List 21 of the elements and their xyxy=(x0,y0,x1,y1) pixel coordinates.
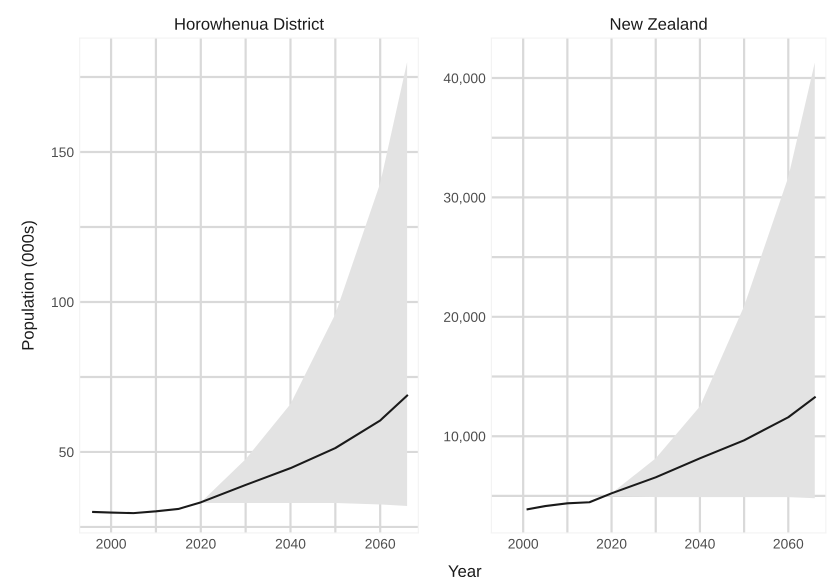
x-tick-label: 2000 xyxy=(508,538,538,549)
y-tick-label: 50 xyxy=(59,447,74,458)
x-tick-label: 2040 xyxy=(685,538,715,549)
y-tick-label: 100 xyxy=(52,297,74,308)
chart-title: New Zealand xyxy=(610,18,707,30)
chart-title: Horowhenua District xyxy=(175,18,324,30)
y-tick-label: 40,000 xyxy=(444,73,486,85)
x-tick-label: 2020 xyxy=(186,538,216,549)
x-axis-title: Year xyxy=(448,565,482,578)
x-tick-label: 2060 xyxy=(774,538,804,549)
line-series xyxy=(526,396,816,510)
x-tick-label: 2060 xyxy=(365,538,396,549)
y-tick-label: 150 xyxy=(52,147,74,158)
x-tick-label: 2040 xyxy=(276,538,306,549)
y-tick-label: 30,000 xyxy=(444,192,486,204)
y-tick-label: 20,000 xyxy=(444,312,486,324)
x-tick-label: 2000 xyxy=(96,538,126,549)
y-tick-label: 10,000 xyxy=(444,432,486,444)
line-series xyxy=(92,394,408,514)
x-tick-label: 2020 xyxy=(596,538,626,549)
y-axis-title: Population (000s) xyxy=(22,221,38,350)
